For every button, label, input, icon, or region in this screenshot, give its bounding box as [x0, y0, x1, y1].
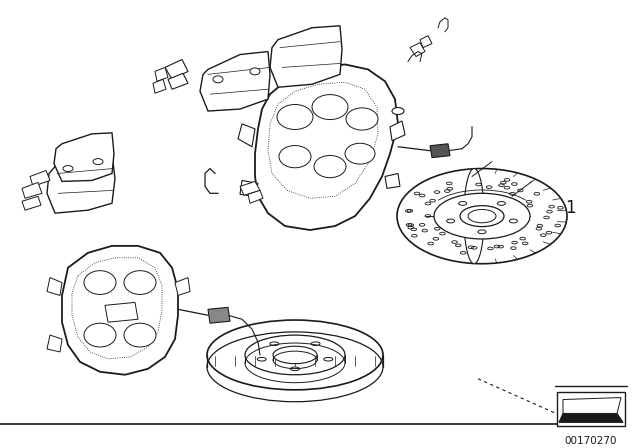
Ellipse shape — [279, 146, 311, 168]
Polygon shape — [270, 26, 342, 87]
Ellipse shape — [245, 335, 345, 375]
Polygon shape — [165, 60, 188, 79]
Polygon shape — [175, 278, 190, 295]
Ellipse shape — [93, 159, 103, 164]
Polygon shape — [420, 36, 432, 47]
Bar — [557, 392, 625, 426]
Polygon shape — [105, 302, 138, 322]
Polygon shape — [22, 196, 41, 210]
Ellipse shape — [277, 104, 313, 129]
Polygon shape — [22, 182, 42, 198]
Text: 00170270: 00170270 — [564, 436, 617, 446]
Ellipse shape — [124, 271, 156, 294]
Polygon shape — [62, 246, 178, 375]
Polygon shape — [200, 52, 270, 111]
Polygon shape — [238, 124, 255, 147]
Ellipse shape — [345, 143, 375, 164]
Polygon shape — [385, 173, 400, 188]
Ellipse shape — [392, 108, 404, 115]
Ellipse shape — [314, 155, 346, 178]
Polygon shape — [208, 307, 230, 323]
Polygon shape — [155, 67, 168, 81]
Polygon shape — [54, 133, 114, 181]
Ellipse shape — [397, 168, 567, 264]
Ellipse shape — [213, 76, 223, 83]
Polygon shape — [240, 181, 258, 196]
Polygon shape — [248, 190, 263, 203]
Ellipse shape — [460, 206, 504, 227]
Ellipse shape — [207, 320, 383, 390]
Polygon shape — [559, 414, 623, 422]
Ellipse shape — [63, 166, 73, 172]
Text: 1: 1 — [564, 199, 575, 217]
Ellipse shape — [346, 108, 378, 130]
Ellipse shape — [84, 323, 116, 347]
Polygon shape — [30, 171, 50, 186]
Ellipse shape — [84, 271, 116, 294]
Polygon shape — [390, 121, 405, 141]
Polygon shape — [47, 335, 62, 352]
Polygon shape — [563, 397, 621, 414]
Ellipse shape — [464, 168, 484, 264]
Ellipse shape — [124, 323, 156, 347]
Polygon shape — [47, 155, 115, 213]
Polygon shape — [255, 65, 398, 230]
Polygon shape — [168, 73, 188, 89]
Ellipse shape — [273, 346, 317, 364]
Ellipse shape — [312, 95, 348, 120]
Ellipse shape — [434, 193, 530, 239]
Polygon shape — [430, 144, 450, 158]
Polygon shape — [240, 181, 260, 195]
Polygon shape — [410, 43, 425, 56]
Polygon shape — [153, 79, 166, 93]
Ellipse shape — [468, 210, 496, 223]
Ellipse shape — [250, 68, 260, 75]
Polygon shape — [47, 278, 62, 295]
